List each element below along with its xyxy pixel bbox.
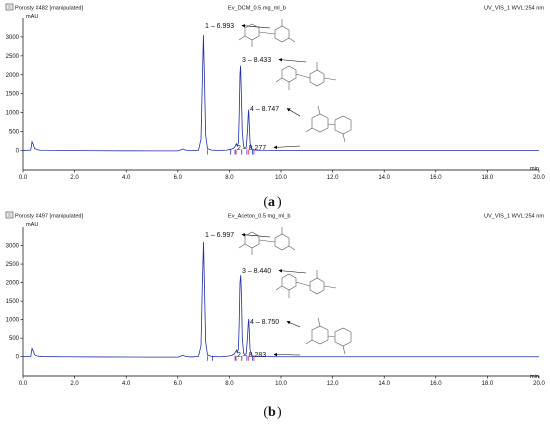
x-tick-label: 16.0 <box>430 175 442 181</box>
structure-3-image <box>275 62 337 90</box>
chromatogram-icon <box>5 3 14 11</box>
x-tick-label: 12.0 <box>327 175 339 181</box>
x-tick-label: 0.0 <box>19 381 28 387</box>
peak-label: 1 – 6.997 <box>205 232 234 239</box>
x-tick-label: 8.0 <box>225 381 234 387</box>
chromatogram-icon <box>5 211 14 219</box>
caption-b: ( b ) <box>263 405 282 420</box>
chart-b-header-center: Ev_Aceton_0.5 mg_ml_b <box>228 214 291 220</box>
y-tick-label: 0 <box>16 149 20 155</box>
x-tick-label: 18.0 <box>482 175 494 181</box>
x-tick-label: 4.0 <box>122 175 131 181</box>
x-tick-label: 14.0 <box>378 381 390 387</box>
y-tick-label: 1500 <box>6 92 20 98</box>
x-tick-label: 10.0 <box>275 381 287 387</box>
y-tick-label: 1000 <box>6 111 20 117</box>
structure-1-image <box>238 19 296 47</box>
peak-label: 1 – 6.993 <box>205 23 234 30</box>
y-tick-label: 2500 <box>6 262 20 268</box>
y-tick-label: 0 <box>16 355 20 361</box>
x-tick-label: 20.0 <box>533 381 545 387</box>
svg-text:): ) <box>277 405 282 420</box>
y-tick-label: 2500 <box>6 54 20 60</box>
chromatogram-trace <box>22 241 539 358</box>
chart-a-xlabel: min <box>530 166 539 172</box>
chart-a-structures <box>238 19 352 143</box>
x-tick-label: 20.0 <box>533 175 545 181</box>
chart-b-header-right: UV_VIS_1 WVL:254 nm <box>484 214 544 220</box>
chart-b-header-left: Porosty #497 [manipulated] <box>15 214 84 220</box>
x-tick-label: 8.0 <box>225 175 234 181</box>
y-tick-label: 500 <box>9 336 20 342</box>
chart-a-plot: 0.0 2.0 4.0 6.0 8.0 10.0 12.0 14.0 16.0 18.0 20.0 0… <box>6 18 545 181</box>
structure-2-image <box>305 105 352 143</box>
chart-b-structures <box>238 227 352 355</box>
peak-label: 3 – 8.440 <box>242 268 271 275</box>
peak-arrow <box>278 268 307 274</box>
x-tick-label: 10.0 <box>275 175 287 181</box>
y-tick-label: 1500 <box>6 299 20 305</box>
peak-arrow <box>241 23 271 29</box>
chart-b-plot: 0.0 2.0 4.0 6.0 8.0 10.0 12.0 14.0 16.0 18.0 20.0 0… <box>6 227 545 387</box>
y-tick-label: 3000 <box>6 35 20 41</box>
caption-a-letter: a <box>268 195 275 210</box>
structure-2-image <box>305 317 352 355</box>
x-tick-label: 18.0 <box>482 381 494 387</box>
chromatogram-trace <box>22 35 539 152</box>
x-tick-label: 12.0 <box>327 381 339 387</box>
x-tick-label: 14.0 <box>378 175 390 181</box>
chart-a-ylabel: mAU <box>26 14 38 20</box>
x-tick-label: 4.0 <box>122 381 131 387</box>
x-tick-label: 0.0 <box>19 175 28 181</box>
caption-b-letter: b <box>268 405 276 420</box>
x-tick-label: 16.0 <box>430 381 442 387</box>
peak-arrow <box>286 321 301 328</box>
peak-arrow <box>278 57 307 63</box>
peak-label: 4 – 8.750 <box>250 319 279 326</box>
svg-text:(: ( <box>263 405 268 420</box>
chart-panel-b: Porosty #497 [manipulated] Ev_Aceton_0.5… <box>5 211 545 387</box>
y-tick-label: 1000 <box>6 318 20 324</box>
structure-1-image <box>238 227 296 255</box>
chart-b-ylabel: mAU <box>26 222 38 228</box>
y-tick-label: 2000 <box>6 73 20 79</box>
peak-arrow <box>273 352 301 357</box>
chart-a-header-right: UV_VIS_1 WVL:254 nm <box>484 6 544 12</box>
peak-label: 4 – 8.747 <box>250 106 279 113</box>
chart-panel-a: Porosty #482 [manipulated] Ev_DCM_0.5 mg… <box>5 3 545 181</box>
chart-a-header-left: Porosty #482 [manipulated] <box>15 6 84 12</box>
x-tick-label: 6.0 <box>174 175 183 181</box>
caption-a: ( a ) <box>263 195 282 210</box>
svg-text:(: ( <box>263 195 268 210</box>
x-tick-label: 6.0 <box>174 381 183 387</box>
chart-b-xlabel: min <box>530 374 539 380</box>
x-tick-label: 2.0 <box>70 175 79 181</box>
peak-arrow <box>273 145 301 150</box>
peak-label: 2 – 8.277 <box>237 145 266 152</box>
peak-arrow <box>241 232 271 238</box>
structure-3-image <box>275 270 337 298</box>
y-tick-label: 3000 <box>6 244 20 250</box>
peak-label: 3 – 8.433 <box>242 57 271 64</box>
y-tick-label: 500 <box>9 130 20 136</box>
peak-label: 2 – 8.283 <box>237 352 266 359</box>
chart-a-header-center: Ev_DCM_0.5 mg_ml_b <box>228 6 286 12</box>
svg-text:): ) <box>277 195 282 210</box>
y-tick-label: 2000 <box>6 281 20 287</box>
x-tick-label: 2.0 <box>70 381 79 387</box>
peak-arrow <box>286 108 301 117</box>
